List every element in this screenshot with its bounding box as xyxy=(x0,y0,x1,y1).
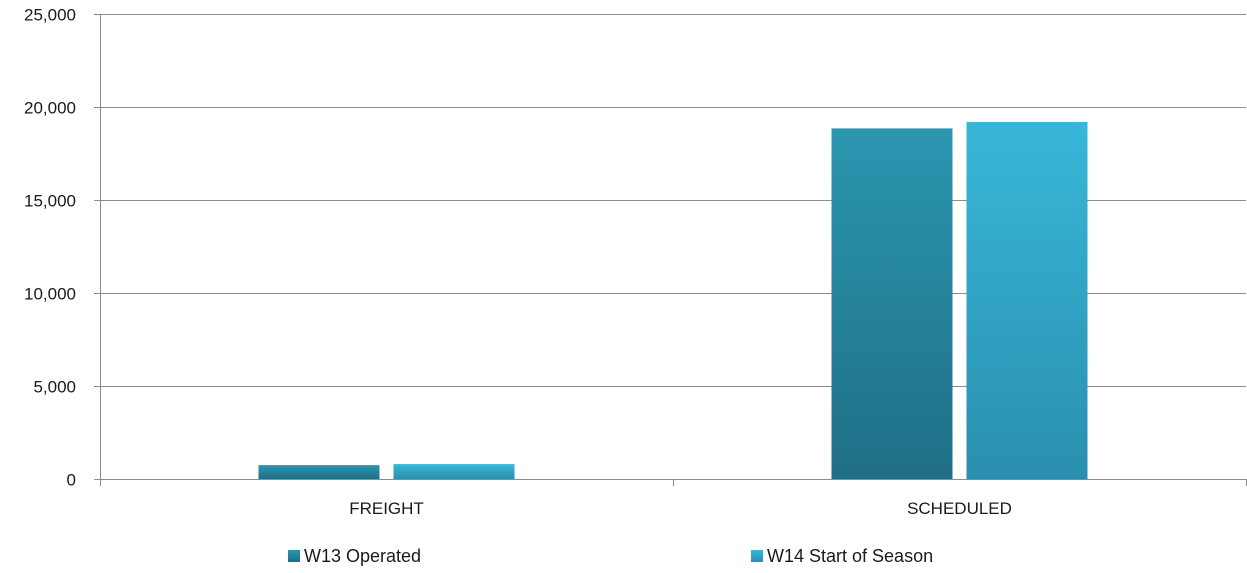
y-tick-label: 5,000 xyxy=(33,378,76,397)
bars xyxy=(258,121,1088,480)
legend-label: W13 Operated xyxy=(304,546,421,566)
bar-freight-series-1 xyxy=(258,465,380,479)
axes xyxy=(94,14,1247,486)
bar-freight-series-2 xyxy=(393,464,515,479)
y-tick-label: 10,000 xyxy=(24,285,76,304)
y-tick-label: 15,000 xyxy=(24,192,76,211)
x-tick-label: SCHEDULED xyxy=(907,499,1012,518)
legend-label: W14 Start of Season xyxy=(767,546,933,566)
x-tick-label: FREIGHT xyxy=(349,499,424,518)
y-tick-label: 0 xyxy=(67,471,76,490)
y-tick-label: 20,000 xyxy=(24,99,76,118)
legend-swatch xyxy=(751,550,763,562)
bar-scheduled-series-2 xyxy=(966,121,1088,480)
bar-scheduled-series-1 xyxy=(831,128,953,479)
legend: W13 Operated W14 Start of Season xyxy=(288,546,933,566)
y-tick-label: 25,000 xyxy=(24,6,76,25)
labels: 0 5,000 10,000 15,000 20,000 25,000 FREIGHT SCH… xyxy=(24,6,1012,519)
legend-swatch xyxy=(288,550,300,562)
